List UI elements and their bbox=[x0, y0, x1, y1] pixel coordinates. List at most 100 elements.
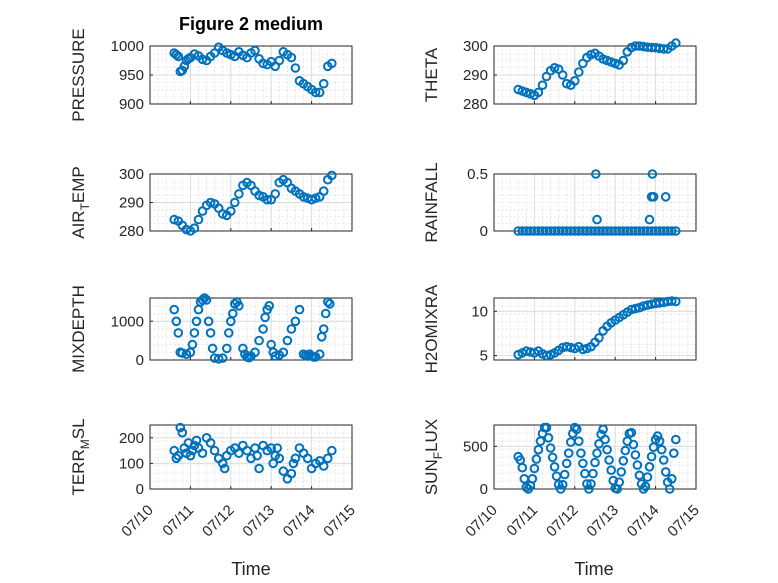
subplot-mixdepth-data-point bbox=[191, 316, 202, 327]
subplot-air-temp-data-point bbox=[193, 214, 204, 225]
subplot-sun-flux-data-point bbox=[614, 477, 625, 488]
subplot-sun-flux-data-point bbox=[557, 479, 568, 490]
subplot-pressure-y-tick-label: 900 bbox=[119, 96, 144, 113]
subplot-sun-flux-data-point bbox=[606, 465, 617, 476]
subplot-mixdepth-data-point bbox=[222, 343, 232, 354]
subplot-mixdepth-data-point bbox=[207, 343, 218, 354]
subplot-air-temp-data-point bbox=[262, 194, 273, 205]
subplot-pressure: 900 950 1000 PRESSURE bbox=[69, 28, 353, 122]
subplot-terr-msl-data-point bbox=[185, 450, 196, 461]
subplot-air-temp-data-point bbox=[270, 189, 281, 199]
subplot-rainfall-data-point bbox=[667, 226, 677, 236]
subplot-theta-y-tick-label: 290 bbox=[463, 67, 488, 84]
subplot-sun-flux-data-point bbox=[616, 467, 627, 477]
subplot-rainfall-y-axis-label: RAINFALL bbox=[422, 162, 441, 242]
subplot-sun-flux-data-point bbox=[632, 460, 643, 470]
subplot-air-temp-y-axis-label: AIRTEMP bbox=[69, 166, 92, 239]
subplot-mixdepth-data-point bbox=[169, 304, 179, 315]
subplot-mixdepth-data-point bbox=[238, 343, 248, 354]
subplot-pressure-data-point bbox=[274, 55, 285, 66]
subplot-h2omixra-axes-frame bbox=[493, 297, 697, 361]
subplot-sun-flux-data-point bbox=[572, 424, 582, 435]
subplot-rainfall-data-point bbox=[647, 169, 658, 179]
subplot-sun-flux-data-point bbox=[517, 462, 528, 473]
subplot-rainfall-y-tick-label: 0 bbox=[480, 223, 488, 240]
subplot-sun-flux-data-point bbox=[669, 448, 679, 459]
subplot-terr-msl-x-tick-label: 07/15 bbox=[320, 502, 359, 541]
subplot-terr-msl-data-point bbox=[254, 463, 264, 474]
subplot-mixdepth-data-point bbox=[325, 299, 335, 309]
subplot-mixdepth-data-point bbox=[282, 335, 293, 346]
subplot-air-temp-data-point bbox=[318, 186, 329, 196]
subplot-sun-flux-data-point bbox=[543, 433, 554, 443]
subplot-sun-flux-data-point bbox=[578, 458, 588, 469]
subplot-sun-flux-data-point bbox=[582, 479, 592, 489]
subplot-terr-msl-data-point bbox=[252, 450, 262, 461]
subplot-air-temp-y-tick-label: 290 bbox=[119, 195, 144, 212]
subplot-mixdepth-y-tick-label: 1000 bbox=[111, 313, 144, 330]
subplot-rainfall-data-point bbox=[644, 214, 655, 225]
subplot-mixdepth-data-point bbox=[286, 324, 297, 334]
subplot-theta-data-point bbox=[533, 87, 544, 98]
subplot-sun-flux-data-point bbox=[671, 434, 681, 445]
subplot-pressure-data-point bbox=[327, 58, 337, 69]
subplot-air-temp: 280 290 300 AIRTEMP bbox=[69, 166, 353, 240]
subplot-sun-flux-y-axis-label: SUNFLUX bbox=[422, 419, 445, 495]
subplot-terr-msl-data-point bbox=[197, 448, 208, 459]
subplot-theta-data-point bbox=[671, 38, 681, 48]
subplot-sun-flux-data-point bbox=[646, 451, 657, 462]
subplot-h2omixra-data-point bbox=[541, 350, 552, 361]
subplot-sun-flux-data-point bbox=[527, 474, 538, 484]
subplot-sun-flux-x-tick-label: 07/10 bbox=[462, 502, 501, 541]
subplot-mixdepth: 0 1000 MIXDEPTH bbox=[69, 285, 353, 373]
subplot-rainfall: 0 0.5 RAINFALL bbox=[422, 162, 697, 243]
subplot-sun-flux-data-point bbox=[576, 448, 586, 459]
subplot-sun-flux-data-point bbox=[549, 462, 560, 472]
subplot-sun-flux-data-point bbox=[626, 427, 637, 438]
subplot-theta-y-tick-label: 280 bbox=[463, 96, 488, 113]
subplot-pressure-data-point bbox=[318, 78, 329, 89]
subplot-terr-msl-data-point bbox=[272, 443, 283, 453]
subplot-terr-msl-data-point bbox=[278, 466, 289, 476]
subplot-air-temp-data-point bbox=[189, 223, 200, 233]
subplot-pressure-y-axis-label: PRESSURE bbox=[69, 28, 88, 122]
subplot-mixdepth-data-point bbox=[234, 301, 244, 311]
subplot-sun-flux-data-point bbox=[574, 436, 584, 447]
subplot-terr-msl-data-point bbox=[266, 443, 277, 453]
subplot-sun-flux-y-tick-label: 0 bbox=[480, 481, 488, 498]
subplot-sun-flux-data-point bbox=[598, 424, 608, 435]
subplot-theta-data-point bbox=[557, 70, 568, 80]
subplot-sun-flux-x-tick-label: 07/14 bbox=[624, 502, 663, 541]
subplot-rainfall-data-point bbox=[591, 169, 601, 179]
subplot-sun-flux-data-point bbox=[602, 444, 612, 455]
subplot-h2omixra-data-point bbox=[594, 333, 604, 343]
subplot-mixdepth-data-point bbox=[213, 354, 224, 364]
subplot-terr-msl-data-point bbox=[242, 445, 252, 456]
subplot-terr-msl-x-tick-label: 07/12 bbox=[199, 502, 238, 541]
subplot-rainfall-data-point bbox=[660, 192, 671, 202]
subplot-sun-flux-data-point bbox=[533, 444, 544, 455]
subplot-mixdepth-data-point bbox=[318, 324, 329, 334]
subplot-theta: 280 290 300 THETA bbox=[422, 38, 697, 113]
subplot-h2omixra-data-point bbox=[630, 303, 641, 314]
subplot-sun-flux-data-point bbox=[658, 455, 669, 465]
subplot-sun-flux-data-point bbox=[529, 463, 540, 474]
subplot-mixdepth-data-point bbox=[173, 328, 184, 338]
subplot-terr-msl-data-point bbox=[290, 453, 301, 464]
subplot-air-temp-axes-frame bbox=[149, 173, 353, 232]
x-axis-label-left: Time bbox=[231, 559, 270, 579]
subplot-theta-data-point bbox=[618, 55, 629, 66]
subplot-sun-flux-data-point bbox=[531, 454, 542, 464]
subplot-sun-flux-data-point bbox=[545, 443, 556, 453]
subplot-h2omixra-y-tick-label: 10 bbox=[471, 303, 488, 320]
subplot-sun-flux-data-point bbox=[630, 450, 641, 460]
subplot-pressure-data-point bbox=[314, 87, 325, 98]
subplot-air-temp-data-point bbox=[327, 170, 337, 181]
subplot-sun-flux-data-point bbox=[590, 457, 600, 468]
subplot-sun-flux-data-point bbox=[600, 434, 610, 445]
subplot-mixdepth-data-point bbox=[258, 324, 268, 334]
subplot-terr-msl-x-tick-label: 07/10 bbox=[118, 502, 157, 541]
subplot-mixdepth-data-point bbox=[323, 297, 333, 307]
subplot-mixdepth-data-point bbox=[264, 301, 275, 311]
subplot-mixdepth-data-point bbox=[228, 308, 238, 319]
